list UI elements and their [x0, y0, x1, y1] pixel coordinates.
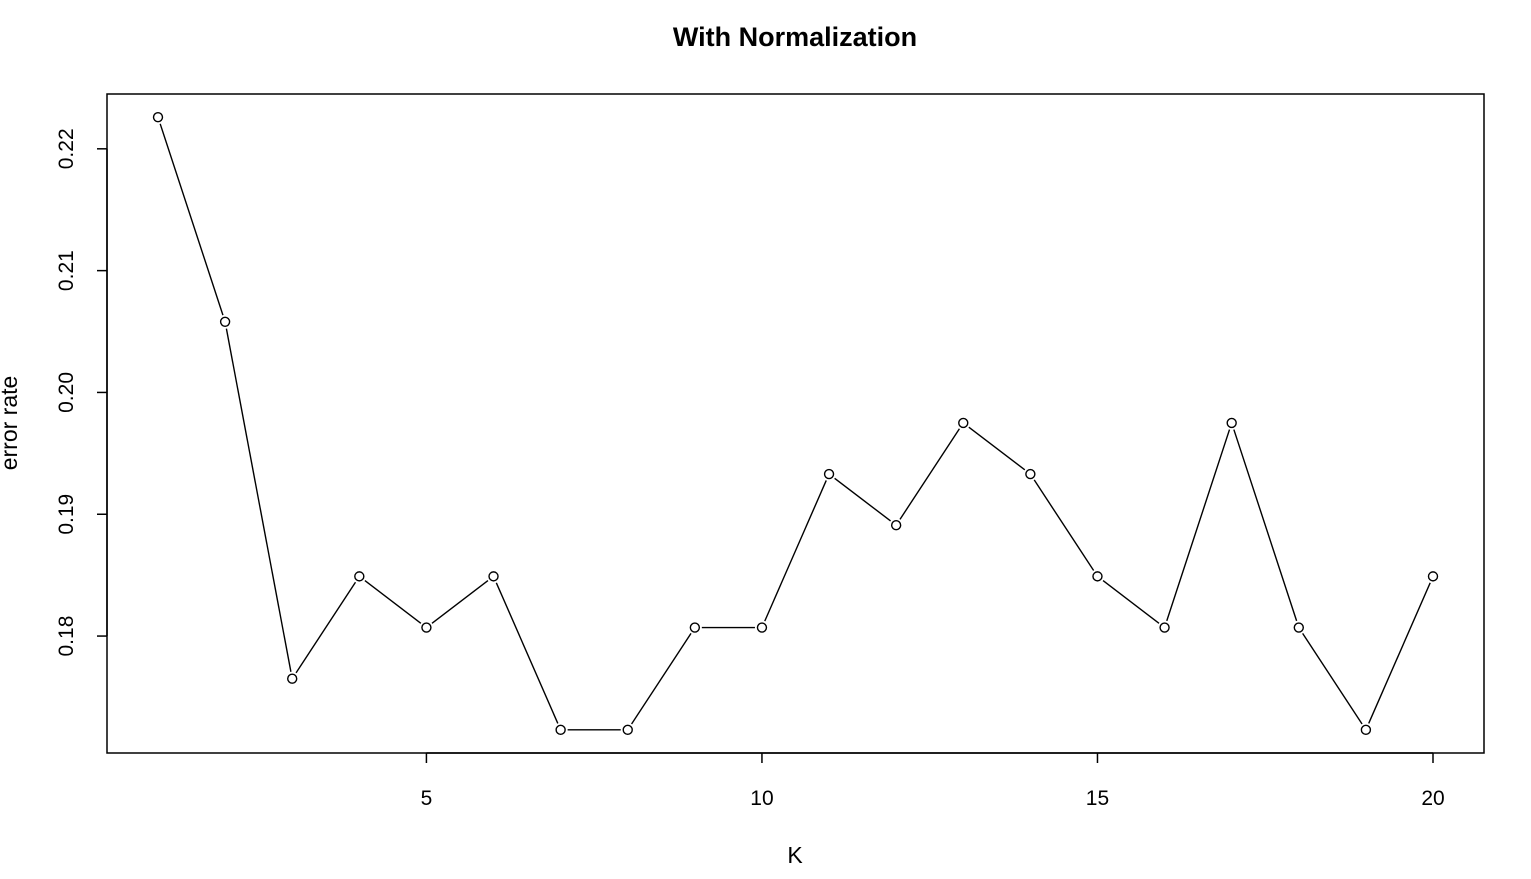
data-point	[219, 316, 231, 327]
data-point	[287, 673, 298, 684]
y-tick-label: 0.21	[55, 250, 78, 291]
data-point	[958, 417, 969, 429]
series-segment	[834, 477, 892, 522]
series-segment	[1102, 580, 1160, 624]
y-tick-label: 0.22	[55, 128, 78, 169]
y-axis: 0.18 0.19 0.20 0.21 0.22	[55, 128, 108, 657]
data-point	[1025, 468, 1036, 480]
x-axis-label: K	[787, 842, 803, 868]
x-axis: 5 10 15 20	[421, 752, 1445, 810]
x-tick-label: 15	[1086, 787, 1109, 810]
series-segment	[1233, 429, 1298, 622]
data-point	[152, 111, 164, 123]
series-segment	[225, 328, 292, 672]
data-point	[1092, 571, 1103, 582]
y-tick-label: 0.18	[55, 616, 78, 657]
series-segment	[1166, 429, 1231, 622]
x-tick-label: 20	[1421, 787, 1444, 810]
data-point	[555, 724, 566, 736]
data-point	[1226, 417, 1237, 429]
chart-title: With Normalization	[673, 22, 917, 52]
y-tick-label: 0.19	[55, 494, 78, 535]
series-segment	[1033, 479, 1095, 571]
data-point	[1293, 622, 1304, 633]
series-segment	[1302, 633, 1363, 725]
data-point	[622, 724, 633, 736]
series-line	[152, 111, 1439, 736]
data-point	[823, 468, 835, 480]
plot-frame	[106, 93, 1485, 754]
series-segment	[431, 580, 489, 624]
data-point	[689, 622, 701, 633]
series-segment	[764, 480, 827, 622]
series-segment	[630, 633, 692, 725]
series-segment	[1368, 582, 1431, 724]
data-point	[354, 571, 365, 582]
series-segment	[159, 123, 224, 316]
data-point	[488, 571, 499, 582]
data-point	[890, 520, 902, 531]
series-segment	[968, 426, 1026, 471]
x-tick-label: 10	[750, 787, 773, 810]
data-point	[1360, 724, 1372, 736]
data-point	[421, 622, 432, 633]
series-segment	[899, 428, 961, 520]
y-tick-label: 0.20	[55, 372, 78, 413]
y-axis-label: error rate	[0, 376, 22, 471]
data-point	[1427, 571, 1439, 582]
series-segment	[295, 581, 357, 674]
data-point	[1159, 622, 1170, 633]
x-tick-label: 5	[421, 787, 433, 810]
data-point	[756, 622, 768, 633]
series-segment	[364, 580, 422, 624]
series-segment	[495, 582, 559, 724]
